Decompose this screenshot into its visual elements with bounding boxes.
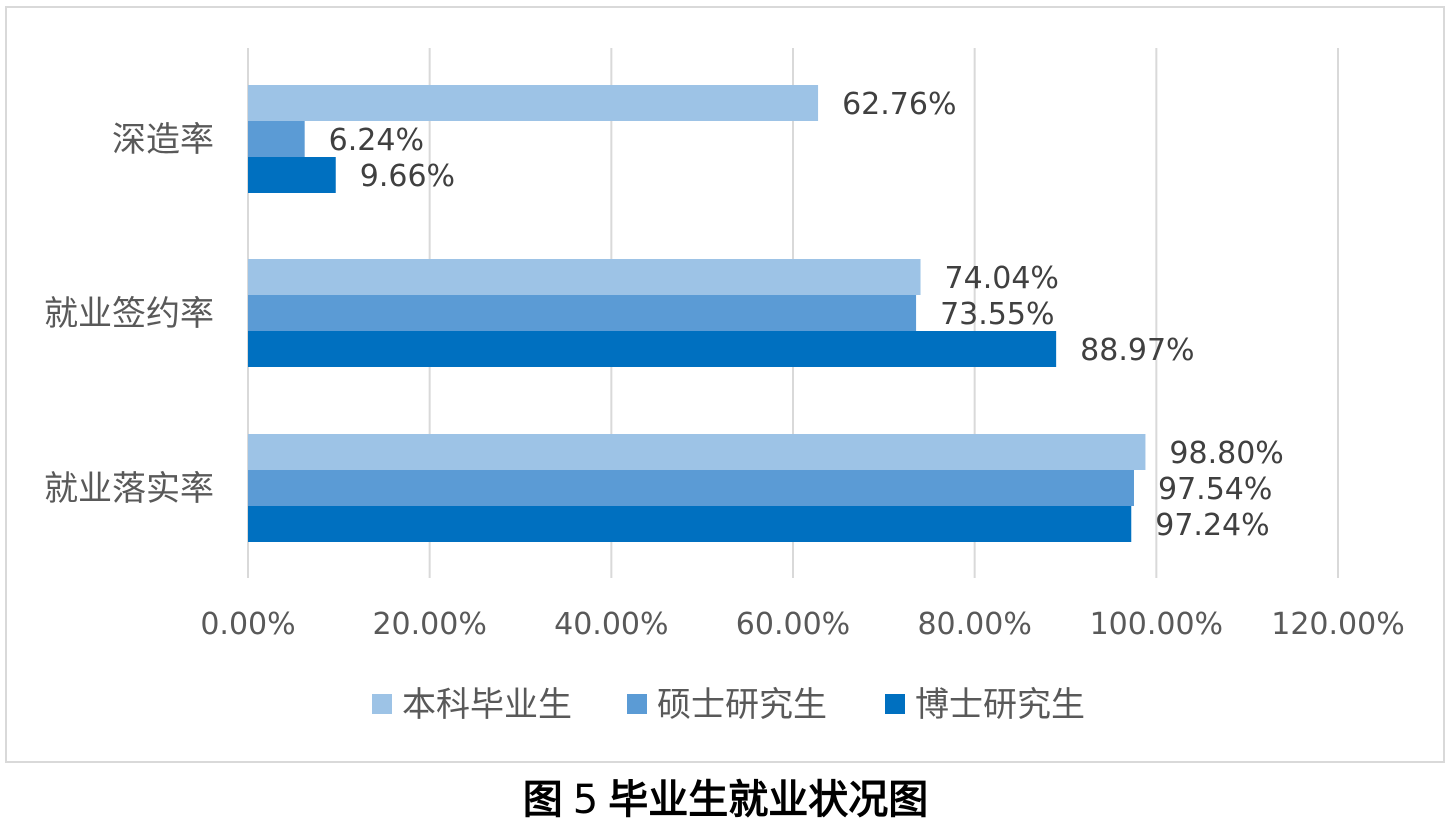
category-label: 就业签约率 — [44, 294, 214, 334]
data-label: 73.55% — [940, 297, 1054, 332]
legend: 本科毕业生 硕士研究生 博士研究生 — [372, 685, 1085, 725]
bar — [248, 434, 1146, 470]
bar-chart: 62.76% 6.24%9.66% 74.04%73.55% 88.97% 98.80%… — [44, 48, 1405, 725]
data-label: 98.80% — [1169, 436, 1283, 471]
data-label: 97.54% — [1158, 472, 1272, 507]
data-label: 74.04% — [945, 261, 1059, 296]
bars — [248, 85, 1146, 542]
data-label: 88.97% — [1080, 333, 1194, 368]
bar — [248, 85, 819, 121]
legend-swatch — [627, 694, 647, 714]
caption-text: 毕业生就业状况图 — [608, 777, 929, 823]
legend-label: 本科毕业生 — [402, 685, 572, 725]
x-tick-label: 60.00% — [736, 607, 850, 642]
bar — [248, 331, 1057, 367]
legend-swatch — [885, 694, 905, 714]
bar — [248, 295, 917, 331]
caption-number: 5 — [572, 777, 599, 823]
data-labels: 62.76% 6.24%9.66% 74.04%73.55% 88.97% 98.80%… — [329, 87, 1284, 543]
chart-frame — [5, 6, 1445, 763]
x-tick-label: 80.00% — [917, 607, 1031, 642]
x-tick-label: 0.00% — [200, 607, 295, 642]
data-label: 9.66% — [360, 159, 455, 194]
legend-label: 硕士研究生 — [657, 685, 827, 725]
category-label: 就业落实率 — [44, 469, 214, 509]
caption-prefix: 图 — [522, 777, 563, 823]
bar — [248, 121, 305, 157]
x-tick-label: 20.00% — [372, 607, 486, 642]
x-tick-labels: 0.00% 20.00% 40.00% 60.00% 80.00% 100.00% 120.… — [200, 607, 1404, 642]
figure-caption: 图 5 毕业生就业状况图 — [0, 770, 1451, 830]
data-label: 97.24% — [1155, 508, 1269, 543]
bar — [248, 157, 336, 193]
bar — [248, 506, 1132, 542]
data-label: 6.24% — [329, 123, 424, 158]
legend-swatch — [372, 694, 392, 714]
x-tick-label: 120.00% — [1271, 607, 1404, 642]
legend-label: 博士研究生 — [915, 685, 1085, 725]
category-label: 深造率 — [112, 120, 214, 160]
bar — [248, 259, 921, 295]
data-label: 62.76% — [842, 87, 956, 122]
bar — [248, 470, 1134, 506]
x-tick-label: 100.00% — [1090, 607, 1223, 642]
x-tick-label: 40.00% — [554, 607, 668, 642]
